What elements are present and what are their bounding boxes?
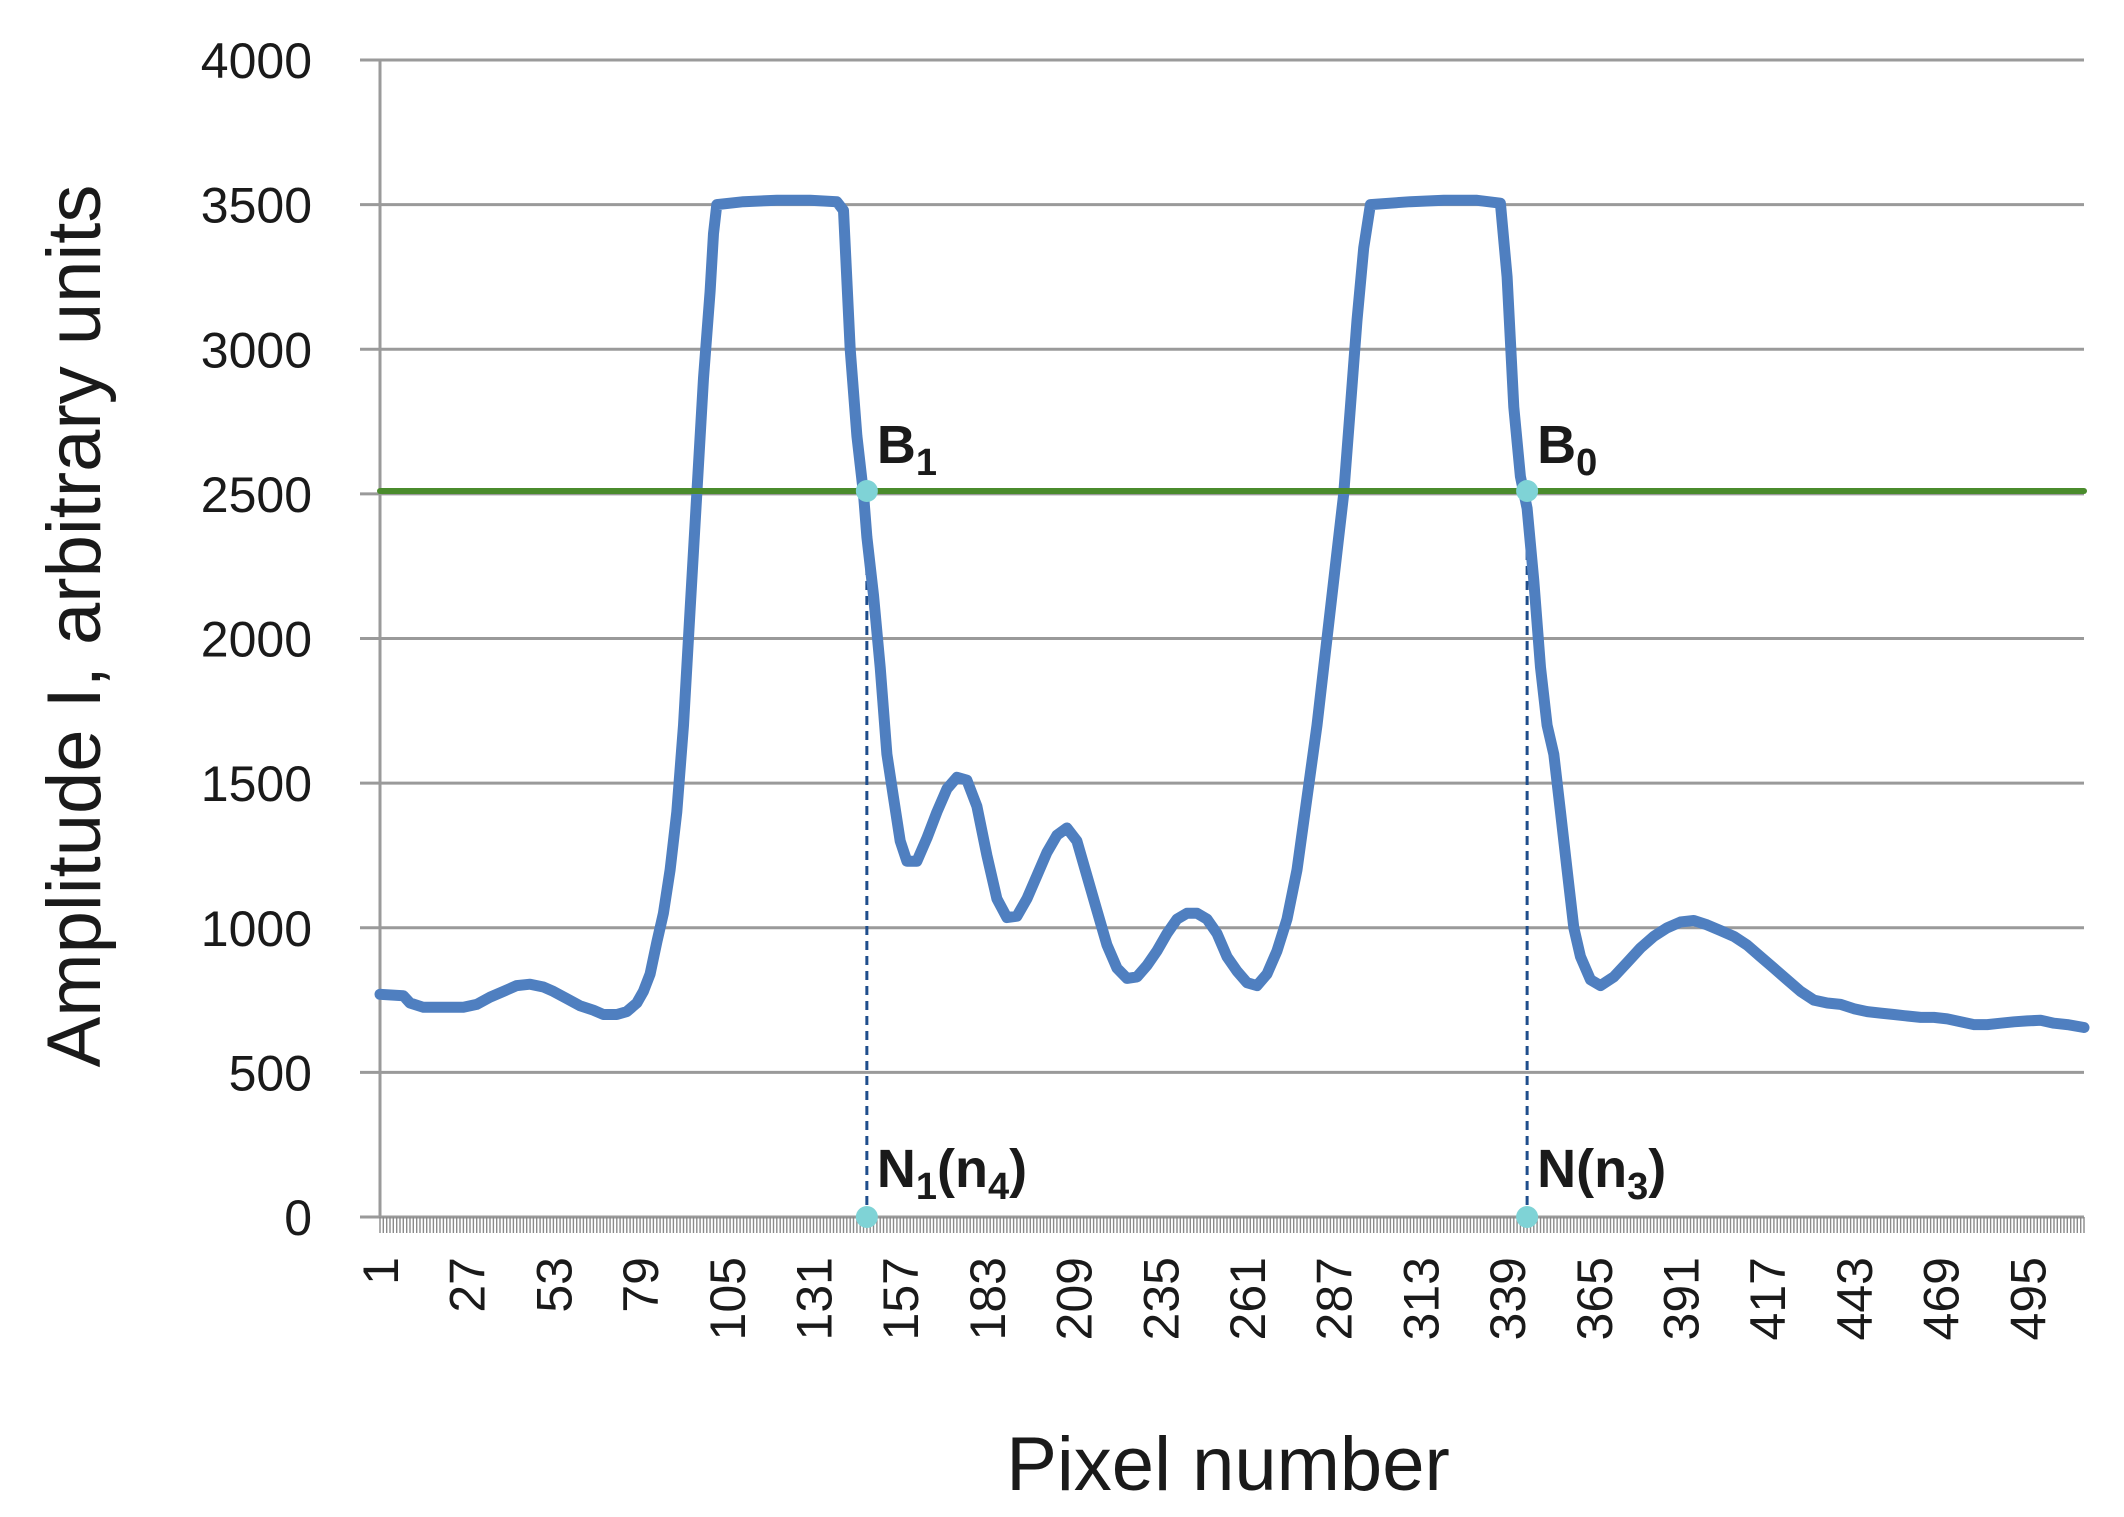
x-tick-label: 79 bbox=[613, 1257, 669, 1313]
point-marker bbox=[855, 479, 878, 502]
x-tick-label: 209 bbox=[1047, 1257, 1103, 1340]
point-marker bbox=[1516, 479, 1539, 502]
y-tick-label: 2000 bbox=[201, 612, 312, 668]
data-series bbox=[374, 194, 2090, 1033]
grid-lines bbox=[360, 58, 2084, 1219]
x-tick-label: 1 bbox=[353, 1257, 409, 1285]
point-marker bbox=[855, 1206, 878, 1228]
point-markers bbox=[855, 479, 1539, 1228]
x-tick-label: 27 bbox=[440, 1257, 496, 1313]
x-minor-tick-marks bbox=[379, 1217, 2085, 1233]
x-tick-label: 365 bbox=[1567, 1257, 1623, 1340]
marker-label: B1 bbox=[877, 415, 937, 484]
marker-label: N(n3) bbox=[1537, 1139, 1666, 1208]
x-tick-labels: 1 27 53 79 105 131 157 183 209 235 261 287 313 339 365… bbox=[353, 1257, 2056, 1340]
point-marker bbox=[1516, 1206, 1539, 1228]
x-tick-label: 391 bbox=[1654, 1257, 1710, 1340]
x-minor-ticks bbox=[379, 1217, 2085, 1233]
x-axis-title: Pixel number bbox=[1006, 1422, 1450, 1507]
y-tick-label: 1500 bbox=[201, 756, 312, 812]
x-tick-label: 105 bbox=[700, 1257, 756, 1340]
annotations: B1 B0 N1(n4) N(n3) bbox=[877, 415, 1666, 1208]
y-tick-label: 3000 bbox=[201, 322, 312, 378]
x-tick-label: 287 bbox=[1307, 1257, 1363, 1340]
y-tick-labels: 0 500 1000 1500 2000 2500 3000 3500 4000 bbox=[201, 33, 312, 1246]
x-tick-label: 261 bbox=[1220, 1257, 1276, 1340]
x-tick-label: 53 bbox=[526, 1257, 582, 1313]
amplitude-line bbox=[374, 194, 2090, 1033]
x-tick-label: 339 bbox=[1480, 1257, 1536, 1340]
x-tick-label: 469 bbox=[1914, 1257, 1970, 1340]
x-tick-label: 495 bbox=[2000, 1257, 2056, 1340]
x-tick-label: 235 bbox=[1133, 1257, 1189, 1340]
x-tick-label: 417 bbox=[1740, 1257, 1796, 1340]
y-tick-label: 0 bbox=[284, 1190, 312, 1246]
y-axis-title: Amplitude I, arbitrary units bbox=[32, 185, 117, 1068]
marker-label: N1(n4) bbox=[877, 1139, 1027, 1208]
x-tick-label: 313 bbox=[1393, 1257, 1449, 1340]
guide-lines bbox=[865, 490, 1529, 1217]
marker-label: B0 bbox=[1537, 415, 1597, 484]
y-tick-label: 500 bbox=[229, 1045, 312, 1101]
x-tick-label: 131 bbox=[787, 1257, 843, 1340]
y-tick-label: 4000 bbox=[201, 33, 312, 89]
y-tick-label: 1000 bbox=[201, 901, 312, 957]
x-tick-label: 183 bbox=[960, 1257, 1016, 1340]
y-tick-label: 3500 bbox=[201, 178, 312, 234]
y-tick-label: 2500 bbox=[201, 467, 312, 523]
x-tick-label: 157 bbox=[873, 1257, 929, 1340]
x-tick-label: 443 bbox=[1827, 1257, 1883, 1340]
